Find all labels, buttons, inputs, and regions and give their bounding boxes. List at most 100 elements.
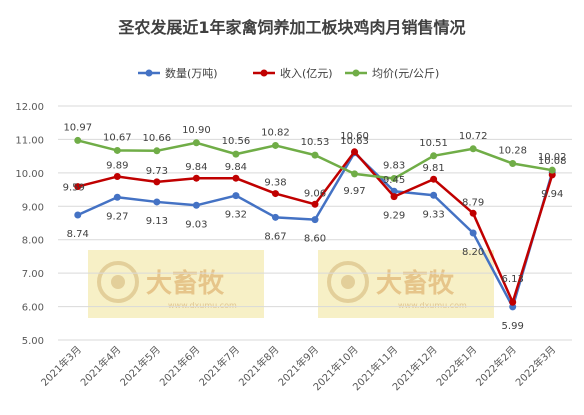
data-label-price: 10.66 [143,133,172,144]
data-label-qty: 5.99 [502,321,524,332]
data-point [548,166,556,174]
data-label-rev: 9.94 [541,189,563,200]
data-point [271,141,279,149]
data-point [469,209,477,217]
x-tick-label: 2021年6月 [157,343,203,389]
x-tick-label: 2022年3月 [513,343,559,389]
data-label-rev: 9.84 [225,162,247,173]
data-label-price: 9.97 [343,186,365,197]
y-tick-label: 5.00 [22,336,44,347]
data-point [430,152,438,160]
data-point [390,175,398,183]
data-point [113,173,121,181]
data-label-qty: 8.60 [304,234,326,245]
data-point [311,200,319,208]
x-tick-label: 2022年1月 [433,343,479,389]
data-label-price: 10.08 [538,156,567,167]
data-label-qty: 8.20 [462,247,484,258]
watermark-url: www.dxumu.com [168,301,237,310]
data-label-qty: 9.32 [225,210,247,221]
data-point [311,216,319,224]
data-label-rev: 9.81 [422,163,444,174]
data-point [469,229,477,237]
data-point [74,211,82,219]
data-label-qty: 8.74 [67,229,89,240]
legend-entry: 均价(元/公斤) [372,67,439,80]
data-label-rev: 9.59 [63,183,85,194]
data-point [351,148,359,156]
data-label-qty: 9.45 [383,175,405,186]
data-point [74,136,82,144]
data-point [509,159,517,167]
data-label-rev: 9.29 [383,211,405,222]
watermark-logo-icon [97,261,139,303]
watermark-logo-dot-icon [341,275,355,289]
data-point [430,191,438,199]
data-label-price: 10.72 [459,131,488,142]
data-label-rev: 9.84 [185,162,207,173]
data-point [509,298,517,306]
data-label-price: 10.28 [498,145,527,156]
x-tick-label: 2022年2月 [473,343,519,389]
watermark-logo-icon [327,261,369,303]
data-point [113,193,121,201]
data-point [192,174,200,182]
data-point [192,201,200,209]
chart-title: 圣农发展近1年家禽饲养加工板块鸡肉月销售情况 [118,18,466,37]
data-label-rev: 9.38 [264,178,286,189]
data-label-qty: 9.33 [422,209,444,220]
x-tick-label: 2021年5月 [117,343,163,389]
data-point [271,190,279,198]
legend-marker [145,69,153,77]
data-point [192,139,200,147]
data-point [430,175,438,183]
data-point [74,183,82,191]
data-label-price: 10.51 [419,138,448,149]
data-label-qty: 10.60 [340,131,369,142]
data-label-qty: 9.27 [106,211,128,222]
data-label-price: 10.67 [103,132,132,143]
x-tick-label: 2021年3月 [38,343,84,389]
legend-entry: 收入(亿元) [280,66,333,80]
x-tick-label: 2021年4月 [78,343,124,389]
data-point [153,178,161,186]
data-label-qty: 10.02 [538,152,567,163]
y-tick-label: 6.00 [22,303,44,314]
x-tick-label: 2021年8月 [236,343,282,389]
data-label-qty: 8.67 [264,231,286,242]
data-label-price: 10.56 [222,136,251,147]
data-point [351,170,359,178]
watermark-logo-dot-icon [111,275,125,289]
legend-marker [352,69,360,77]
data-label-qty: 9.13 [146,216,168,227]
data-label-rev: 10.63 [340,136,369,147]
data-point [153,198,161,206]
data-label-rev: 6.13 [502,274,524,285]
y-tick-label: 9.00 [22,202,44,213]
data-point [311,151,319,159]
legend-marker [260,69,268,77]
y-tick-label: 11.00 [15,135,44,146]
data-label-rev: 8.79 [462,197,484,208]
y-tick-label: 7.00 [22,269,44,280]
x-tick-label: 2021年7月 [196,343,242,389]
data-label-price: 10.97 [63,122,92,133]
data-point [153,147,161,155]
data-point [232,150,240,158]
data-point [271,213,279,221]
data-label-rev: 9.73 [146,166,168,177]
legend-entry: 数量(万吨) [165,67,218,80]
watermark-url: www.dxumu.com [398,301,467,310]
data-point [469,145,477,153]
data-label-price: 9.83 [383,161,405,172]
data-label-rev: 9.06 [304,188,326,199]
data-label-rev: 9.89 [106,161,128,172]
data-label-qty: 9.03 [185,219,207,230]
data-point [232,192,240,200]
y-tick-label: 10.00 [15,169,44,180]
y-tick-label: 8.00 [22,236,44,247]
data-point [390,193,398,201]
y-tick-label: 12.00 [15,102,44,113]
